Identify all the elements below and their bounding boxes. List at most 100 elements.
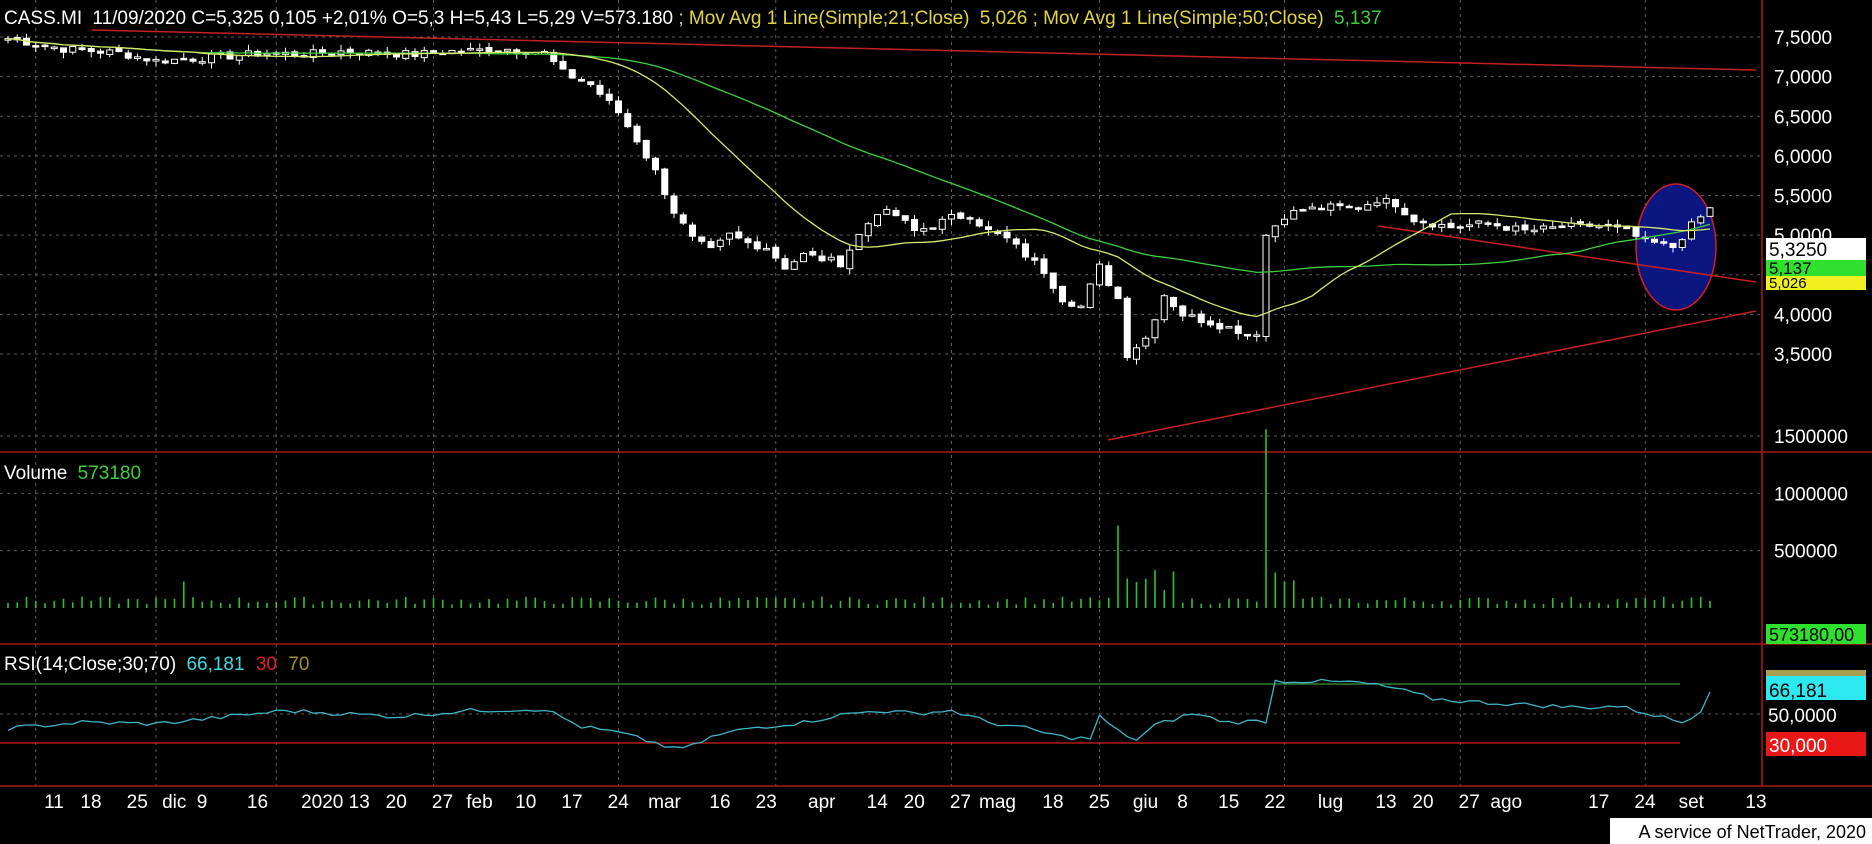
candle-body [1660, 241, 1668, 244]
candle-body [1271, 225, 1279, 238]
candle-body [115, 47, 123, 53]
candle-body [32, 45, 40, 48]
candle-body [1188, 314, 1196, 317]
candle-body [1345, 205, 1353, 209]
candle-body [901, 215, 909, 221]
candle-body [1401, 207, 1409, 216]
candle-body [1299, 209, 1307, 212]
date-tick-label: 27 [1459, 792, 1480, 813]
candle-body [809, 251, 817, 256]
candle-body [855, 233, 863, 250]
price-tick-label: 4,0000 [1774, 305, 1832, 326]
candle-body [763, 247, 770, 251]
candle-body [1197, 313, 1205, 324]
candle-body [1558, 225, 1566, 229]
price-tags: 5,3250 5,137 5,026 [1766, 238, 1866, 292]
date-tick-label: 11 [44, 792, 64, 813]
candle-body [1364, 204, 1372, 211]
ma21-line [7, 38, 1711, 318]
candle-body [1355, 207, 1362, 210]
candle-body [985, 226, 992, 231]
rsi-label: RSI(14;Close;30;70) [4, 654, 176, 675]
candle-body [504, 48, 511, 52]
date-tick-label: 17 [1588, 792, 1609, 813]
date-tick-label: 13 [349, 792, 370, 813]
candle-body [837, 255, 844, 268]
candle-body [97, 50, 104, 54]
grid-lines [0, 0, 1762, 786]
date-tick-label: 22 [1264, 792, 1285, 813]
candle-body [106, 49, 114, 56]
candle-body [1327, 203, 1335, 211]
candle-body [1234, 325, 1242, 335]
candle-body [189, 58, 197, 62]
candle-body [1438, 223, 1446, 228]
candles [4, 33, 1714, 365]
candle-body [864, 223, 872, 237]
date-tick-label: mag [979, 792, 1016, 813]
footer-credit: A service of NetTrader, 2020 [1639, 822, 1866, 842]
candle-body [818, 255, 826, 262]
date-tick-label: set [1679, 792, 1705, 813]
candle-body [1336, 203, 1344, 207]
candle-body [1290, 210, 1298, 220]
candle-body [393, 53, 400, 58]
candle-body [1632, 227, 1640, 237]
candle-body [1049, 272, 1057, 289]
candle-body [1096, 263, 1103, 286]
volume-tag-bg [1766, 624, 1866, 644]
candle-body [698, 236, 706, 242]
candle-body [1318, 207, 1325, 211]
candle-body [1253, 334, 1261, 337]
candle-body [1484, 222, 1492, 225]
candle-body [485, 46, 493, 54]
date-tick-label: lug [1318, 792, 1343, 813]
candle-body [180, 57, 188, 61]
candle-body [1382, 197, 1390, 204]
rsi-low-tag-bg [1766, 732, 1866, 756]
candle-body [661, 168, 669, 195]
trendline-support [1107, 310, 1757, 441]
rsi-mid-tick: 50,0000 [1768, 706, 1837, 727]
candle-body [1123, 297, 1131, 359]
price-tick-label: 3,5000 [1774, 345, 1832, 366]
candle-body [726, 232, 733, 240]
candle-body [689, 224, 696, 237]
date-tick-label: 20 [386, 792, 407, 813]
candle-body [827, 256, 835, 261]
date-tick-label: 24 [1634, 792, 1656, 813]
trendline-top [91, 29, 1757, 71]
candle-body [1170, 296, 1177, 308]
header-ma50-value: 5,137 [1334, 8, 1382, 29]
candle-body [328, 53, 336, 56]
date-tick-label: 18 [1042, 792, 1063, 813]
candle-body [1521, 224, 1529, 231]
candle-body [1262, 234, 1270, 338]
candle-body [1669, 242, 1677, 248]
candle-body [735, 231, 743, 239]
date-tick-label: 20 [1412, 792, 1433, 813]
candle-body [1503, 226, 1510, 231]
price-tick-label: 6,5000 [1774, 107, 1832, 128]
candle-body [1419, 220, 1427, 224]
volume-value: 573180 [78, 463, 141, 484]
header-quote: 11/09/2020 C=5,325 0,105 +2,01% O=5,3 H=… [92, 8, 673, 29]
date-tick-label: 13 [1375, 792, 1396, 813]
date-tick-label: 9 [197, 792, 208, 813]
candle-body [605, 93, 613, 101]
candle-body [198, 61, 206, 64]
candle-body [1244, 333, 1251, 337]
candle-body [633, 125, 641, 143]
rsi-low-level: 30 [256, 654, 277, 675]
candle-body [1577, 221, 1584, 224]
candle-body [772, 246, 780, 259]
candle-body [50, 46, 58, 50]
date-tick-label: 20 [904, 792, 925, 813]
date-tick-label: 16 [247, 792, 268, 813]
date-axis: 11 18 25 dic 9 16 2020 13 20 27 feb 10 17 24 mar 16 23 ap… [44, 792, 1766, 813]
candle-body [1678, 239, 1686, 249]
candle-body [948, 214, 955, 220]
rsi-header: RSI(14;Close;30;70) 66,181 30 70 [4, 654, 309, 675]
candle-body [790, 261, 798, 270]
candle-body [1493, 223, 1501, 227]
